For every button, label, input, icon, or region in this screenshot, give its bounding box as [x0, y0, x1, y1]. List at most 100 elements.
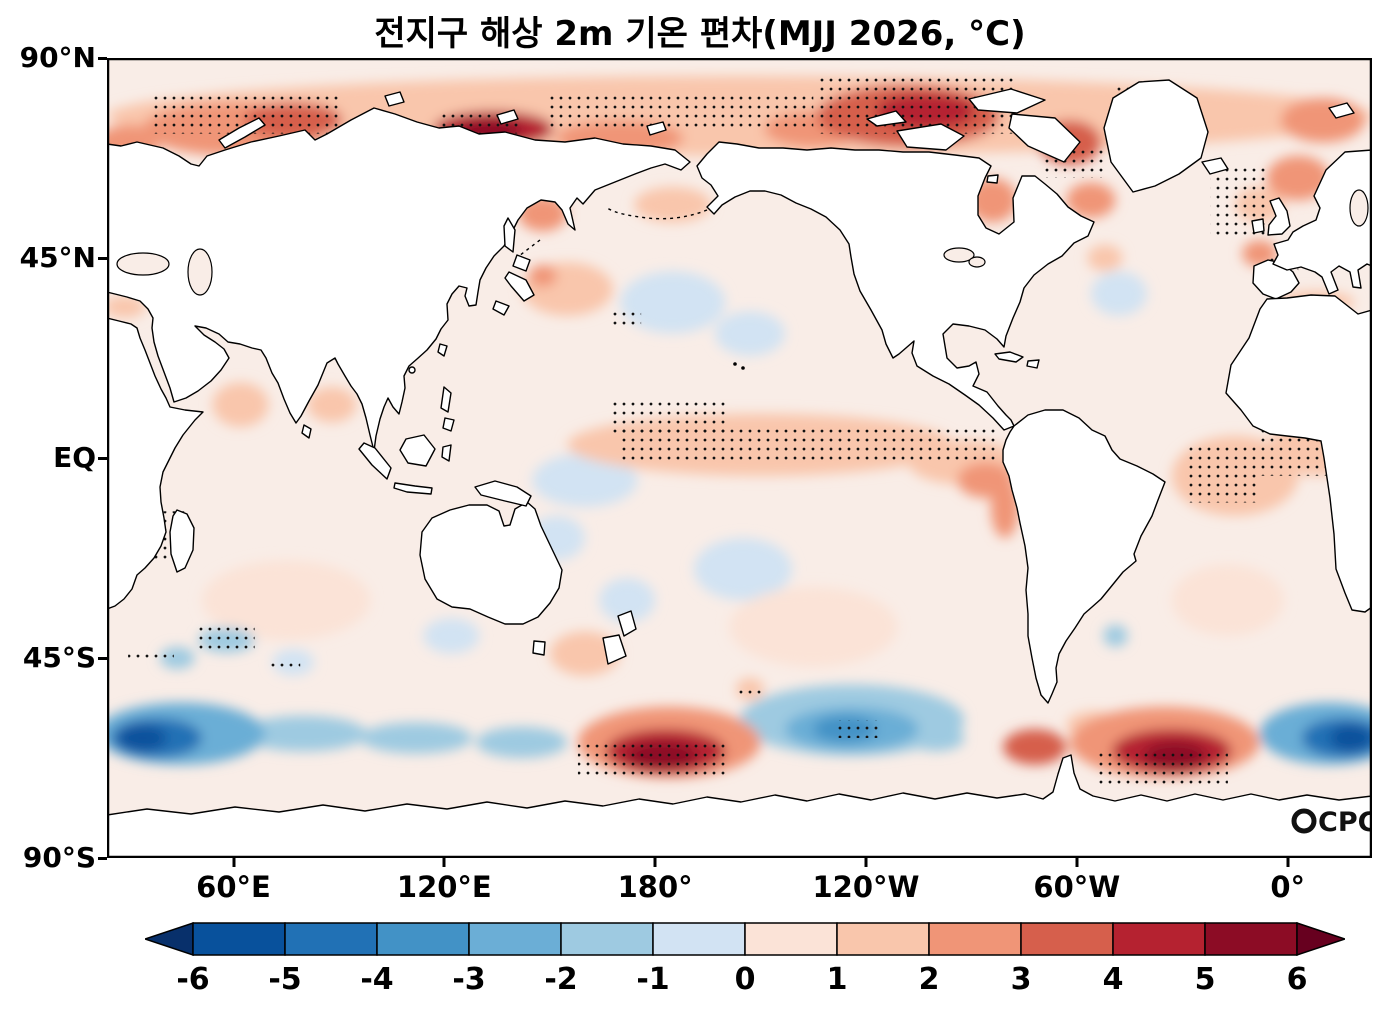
lon-label-60°E: 60°E: [196, 870, 271, 904]
island-nz-south: [602, 634, 627, 665]
stipple-region-18: [837, 720, 881, 738]
anomaly-s-atlantic-warm: [1171, 564, 1285, 636]
anomaly-bering: [634, 186, 712, 223]
island-hawaii-2: [741, 366, 745, 370]
island-sulawesi: [441, 444, 452, 462]
colorbar-tick-1: 1: [826, 962, 848, 997]
anomaly-s-pac-blue2: [599, 578, 656, 623]
anomaly-so-left-core: [117, 724, 167, 752]
colorbar-segment-11: [1204, 922, 1298, 956]
island-new-siberian: [496, 109, 519, 125]
stipple-region-14: [198, 626, 255, 650]
lon-tick: [232, 858, 235, 867]
landmass-north-america: [696, 141, 1095, 431]
stipple-region-16: [268, 658, 301, 667]
lat-tick: [98, 256, 107, 260]
landmass-antarctica: [107, 754, 1372, 858]
island-ellesmere: [968, 88, 1046, 114]
colorbar-arrow-below: [142, 921, 194, 957]
island-hawaii-1: [733, 362, 737, 366]
island-sakhalin: [503, 217, 516, 253]
anomaly-med-left: [107, 295, 146, 318]
stipple-region-19: [577, 742, 726, 778]
caspian-sea: [187, 248, 213, 296]
colorbar-tick-2: 2: [918, 962, 940, 997]
island-hokkaido: [512, 254, 531, 272]
colorbar-segment-9: [1020, 922, 1114, 956]
landmass-europe: [1272, 149, 1372, 295]
colorbar-segment-3: [468, 922, 562, 956]
stipple-region-20: [1094, 751, 1228, 787]
island-honshu: [504, 271, 535, 302]
colorbar-tick--2: -2: [544, 962, 578, 997]
island-tasmania: [532, 640, 546, 656]
colorbar-segment-8: [928, 922, 1022, 956]
lat-tick: [98, 56, 107, 60]
anomaly-s-pac-blue: [693, 538, 793, 601]
map-canvas: CPC: [107, 58, 1372, 858]
colorbar-segment-4: [560, 922, 654, 956]
colorbar-segment-2: [376, 922, 470, 956]
colorbar-canvas: [142, 921, 1348, 957]
island-great-britain: [1267, 197, 1291, 236]
anomaly-kuroshio-spot: [528, 264, 557, 287]
coastline-layer: [107, 79, 1372, 858]
island-sumatra: [358, 442, 392, 480]
island-hispaniola: [1026, 359, 1040, 369]
anomaly-bight-blue: [423, 618, 480, 654]
island-wrangel: [646, 121, 667, 136]
colorbar-tick-6: 6: [1286, 962, 1308, 997]
island-svalbard: [1328, 102, 1355, 119]
landmass-australia: [419, 501, 563, 625]
colorbar-tick--6: -6: [176, 962, 210, 997]
anomaly-n-pac-blue2: [714, 311, 786, 356]
anomaly-drake-warm: [1003, 729, 1067, 765]
lon-tick: [653, 858, 657, 867]
landmass-africa-east: [107, 317, 204, 610]
island-new-guinea: [474, 480, 532, 507]
anomaly-nino-core: [957, 462, 1014, 499]
anomaly-greenland-sea: [1266, 155, 1330, 201]
colorbar-segment-6: [744, 922, 838, 956]
anomaly-labrador-sea: [1066, 182, 1116, 218]
lon-tick: [1075, 858, 1079, 867]
lon-tick: [1286, 858, 1290, 867]
cpc-logo: CPC: [1291, 807, 1372, 838]
lon-label-120°E: 120°E: [396, 870, 492, 904]
landmass-south-america: [1002, 409, 1166, 704]
aleutian-chain: [606, 207, 708, 220]
anomaly-bengal: [307, 386, 357, 423]
anomaly-w-pac-eq-cool: [532, 453, 638, 507]
lon-label-60°W: 60°W: [1033, 870, 1121, 904]
lat-tick: [98, 856, 107, 860]
island-southampton: [986, 174, 999, 184]
colorbar-tick--5: -5: [268, 962, 302, 997]
island-ireland: [1251, 218, 1265, 234]
colorbar-segment-10: [1112, 922, 1206, 956]
anomaly-so-left-ext: [240, 715, 368, 752]
lat-label-90°N: 90°N: [19, 41, 96, 74]
stipple-region-17: [739, 684, 765, 698]
colorbar-tick--3: -3: [452, 962, 486, 997]
island-novaya-zemlya: [218, 117, 266, 149]
colorbar-arrow-above: [1296, 921, 1348, 957]
anomaly-nw-atl-blue: [1090, 271, 1148, 316]
lat-label-45°S: 45°S: [22, 641, 96, 674]
lon-label-120°W: 120°W: [812, 870, 920, 904]
colorbar-segment-7: [836, 922, 930, 956]
island-baffin: [1008, 113, 1081, 163]
great-lakes-east: [968, 256, 986, 268]
colorbar: [142, 920, 1348, 958]
island-kyushu: [492, 300, 510, 316]
island-java: [393, 482, 433, 495]
anomaly-n-pac-blue: [620, 271, 726, 334]
stipple-region-15: [128, 649, 174, 663]
island-arctic-small: [866, 110, 907, 127]
island-borneo: [399, 434, 436, 467]
lat-label-EQ: EQ: [53, 441, 96, 474]
colorbar-segment-0: [192, 922, 286, 956]
colorbar-tick--1: -1: [636, 962, 670, 997]
island-nz-north: [617, 610, 637, 637]
stipple-region-10: [620, 426, 1000, 463]
noaa-logo-icon: [1291, 808, 1317, 834]
